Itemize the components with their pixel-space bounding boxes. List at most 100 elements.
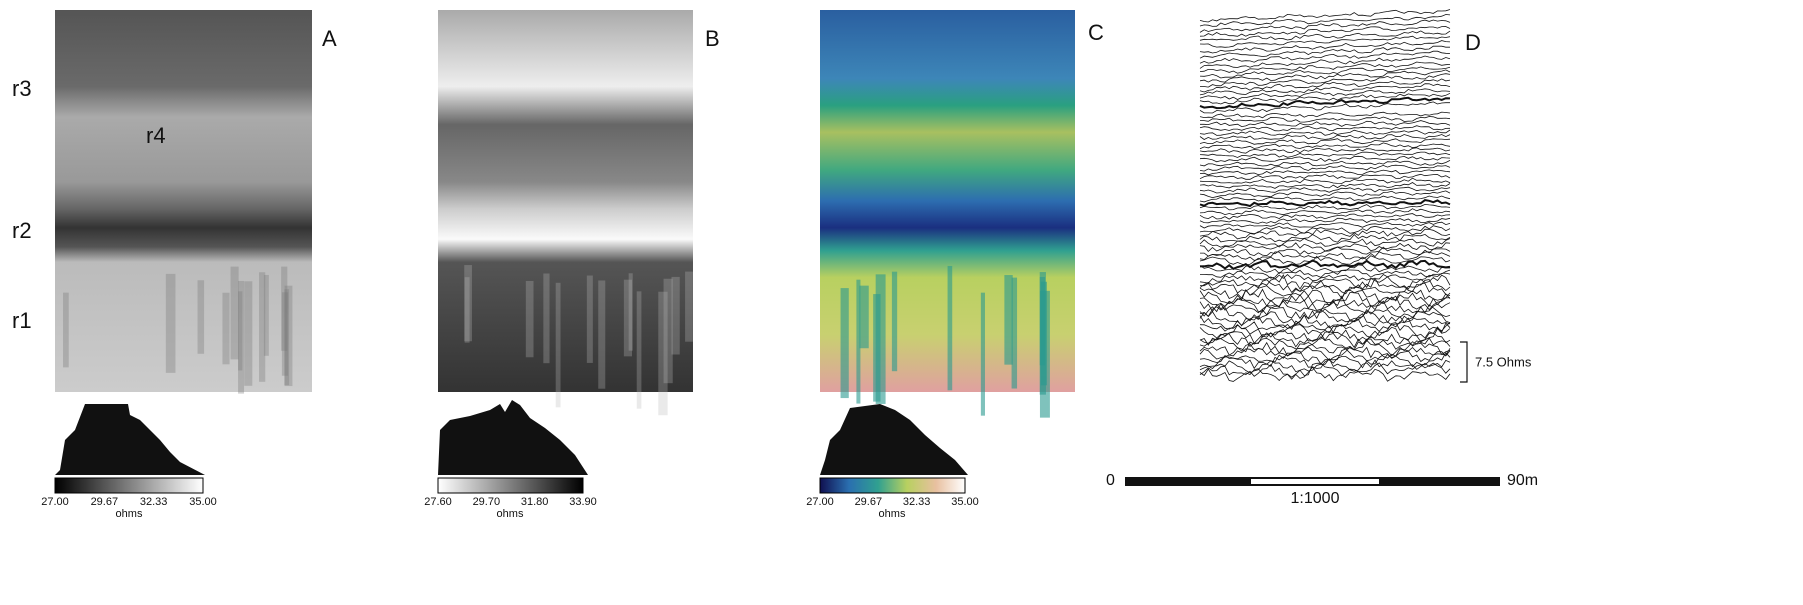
scale-end: 90m [1507,472,1538,489]
trace [1199,272,1451,284]
trace [1199,61,1451,74]
colorbar-unit: ohms [879,508,906,520]
texture [284,289,290,386]
trace [1199,134,1451,140]
texture [663,278,673,384]
colorbar-unit: ohms [116,508,143,520]
trace [1199,111,1451,119]
colorbar-tick-label: 29.67 [855,496,883,508]
texture [685,271,693,342]
texture [238,280,245,394]
trace [1199,352,1451,370]
trace [1199,190,1451,199]
texture [623,279,633,357]
colorbar-unit: ohms [497,508,524,520]
texture [281,292,289,376]
image-a [55,10,312,392]
trace [1199,151,1451,158]
colorbar-tick-label: 33.90 [569,496,597,508]
colorbar-tick-label: 27.00 [806,496,834,508]
trace [1199,238,1451,248]
trace [1199,217,1451,224]
colorbar-tick-label: 29.67 [91,496,119,508]
texture [222,292,230,365]
trace [1199,164,1451,172]
texture [636,291,642,409]
trace [1200,246,1451,257]
trace [1199,173,1451,180]
histogram [820,404,968,475]
panel-letter: B [705,26,720,51]
trace [1199,277,1451,295]
trace [1199,88,1451,100]
trace [1199,366,1451,382]
trace [1199,92,1451,105]
trace [1199,195,1451,203]
texture [1011,277,1018,389]
image-b [438,10,693,392]
trace [1199,304,1451,322]
trace [1199,96,1451,110]
colorbar-tick-label: 35.00 [189,496,217,508]
trace [1199,129,1451,136]
texture [238,291,243,371]
texture [197,280,205,354]
texture [244,281,253,386]
histogram [55,404,205,475]
texture [856,279,861,404]
trace [1199,26,1451,37]
trace [1199,142,1451,150]
colorbar-tick-label: 32.33 [140,496,168,508]
colorbar-tick-label: 27.00 [41,496,69,508]
row-label: r3 [12,76,32,101]
texture [281,266,288,351]
trace [1200,120,1451,128]
trace [1199,147,1451,154]
trace [1199,177,1451,184]
colorbar-tick-label: 32.33 [903,496,931,508]
trace [1199,116,1451,123]
texture [628,273,633,351]
trace [1199,203,1451,211]
panel-letter: A [322,26,337,51]
trace [1199,40,1451,54]
trace [1199,186,1451,194]
colorbar-tick-label: 27.60 [424,496,452,508]
trace [1199,69,1451,83]
trace [1199,83,1451,96]
trace [1199,9,1451,23]
texture [891,271,898,372]
texture [840,288,849,399]
colorbar [819,477,966,494]
trace [1199,362,1451,378]
texture [464,277,470,343]
texture [543,273,550,364]
texture [947,265,953,391]
trace [1199,14,1451,27]
panel-letter: C [1088,20,1104,45]
texture [555,282,561,408]
scale-label: 7.5 Ohms [1475,354,1532,369]
texture [259,272,266,382]
texture [671,276,680,355]
trace [1199,348,1451,365]
trace [1199,78,1451,93]
row-label: r4 [146,123,166,148]
scale-bar-segment [1251,479,1379,484]
trace [1199,155,1451,163]
trace [1199,213,1451,220]
scale-bracket [1460,341,1468,383]
trace [1199,35,1451,48]
trace [1199,169,1451,176]
texture [598,280,606,389]
texture [658,291,668,416]
trace [1199,242,1451,252]
trace [1199,19,1451,33]
colorbar-tick-label: 31.80 [521,496,549,508]
trace [1199,199,1451,208]
texture [284,285,293,387]
texture [263,274,269,356]
row-label: r1 [12,308,32,333]
trace [1199,255,1451,266]
trace [1199,125,1451,132]
